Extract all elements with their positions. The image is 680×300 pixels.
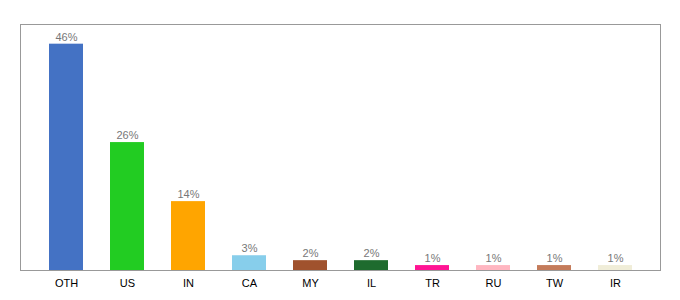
svg-text:TR: TR bbox=[425, 277, 440, 289]
svg-text:IN: IN bbox=[183, 277, 194, 289]
svg-text:1%: 1% bbox=[486, 252, 502, 264]
svg-text:TW: TW bbox=[546, 277, 564, 289]
svg-text:RU: RU bbox=[486, 277, 502, 289]
svg-text:1%: 1% bbox=[425, 252, 441, 264]
svg-text:1%: 1% bbox=[547, 252, 563, 264]
svg-text:CA: CA bbox=[242, 277, 258, 289]
svg-text:1%: 1% bbox=[608, 252, 624, 264]
svg-text:IR: IR bbox=[610, 277, 621, 289]
svg-text:2%: 2% bbox=[364, 247, 380, 259]
svg-text:US: US bbox=[120, 277, 135, 289]
svg-text:14%: 14% bbox=[177, 188, 199, 200]
svg-text:OTH: OTH bbox=[55, 277, 78, 289]
svg-text:MY: MY bbox=[302, 277, 319, 289]
svg-text:IL: IL bbox=[367, 277, 376, 289]
svg-text:3%: 3% bbox=[242, 242, 258, 254]
svg-text:46%: 46% bbox=[55, 31, 77, 43]
svg-text:26%: 26% bbox=[116, 129, 138, 141]
svg-text:2%: 2% bbox=[303, 247, 319, 259]
